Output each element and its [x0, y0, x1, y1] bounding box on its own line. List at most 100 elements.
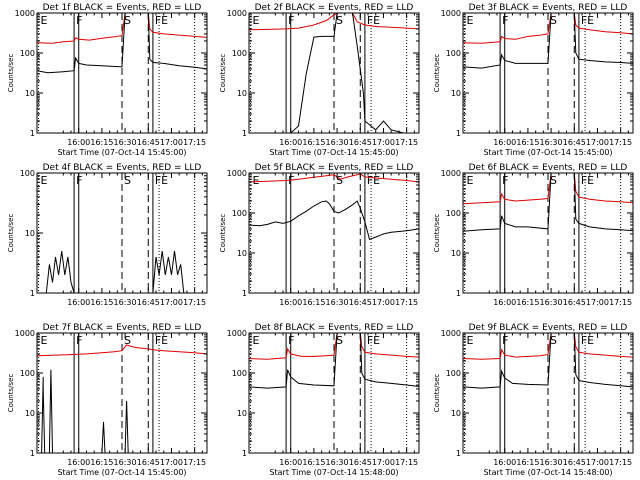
x-tick-label: 17:15 [609, 458, 632, 467]
series-events-line [249, 200, 419, 240]
event-marker-label: S [124, 174, 131, 187]
x-tick-label: 17:00 [372, 138, 395, 147]
x-tick-label: 17:00 [372, 298, 395, 307]
x-tick-label: 16:30 [326, 458, 349, 467]
series-lld-line [249, 333, 419, 360]
x-tick-label: 16:30 [540, 298, 563, 307]
plot-frame [248, 172, 420, 294]
event-marker-label: F [367, 14, 373, 27]
x-tick-label: 16:00 [493, 458, 516, 467]
x-tick-label: 16:30 [540, 138, 563, 147]
x-tick-label: 17:15 [609, 138, 632, 147]
event-marker-label: F [502, 334, 508, 347]
event-marker-label: E [467, 334, 474, 347]
x-tick-label: 17:15 [395, 298, 418, 307]
event-marker-label: E [161, 174, 168, 187]
panel-title: Det 3f BLACK = Events, RED = LLD [469, 3, 628, 13]
panel-title: Det 5f BLACK = Events, RED = LLD [255, 163, 414, 173]
x-tick-label: 17:00 [160, 138, 183, 147]
x-tick-label: 16:30 [326, 298, 349, 307]
x-axis-label: Start Time (07-Oct-14 15:48:00) [269, 468, 398, 477]
y-tick-label: 1 [30, 129, 35, 138]
event-marker-label: S [336, 14, 343, 27]
y-tick-label: 1 [242, 449, 247, 458]
x-tick-label: 16:15 [90, 458, 113, 467]
x-tick-label: 16:00 [67, 138, 90, 147]
event-marker-label: E [41, 174, 48, 187]
panel-title: Det 9f BLACK = Events, RED = LLD [469, 323, 628, 333]
x-tick-label: 16:45 [563, 298, 586, 307]
x-axis-label: Start Time (07-Oct-14 15:45:00) [57, 468, 186, 477]
y-tick-label: 10 [25, 229, 35, 238]
y-axis-label: Counts/sec [7, 214, 15, 253]
x-tick-label: 16:45 [137, 298, 160, 307]
x-tick-label: 16:15 [516, 458, 539, 467]
y-axis-label: Counts/sec [219, 214, 227, 253]
event-marker-label: S [550, 14, 557, 27]
event-marker-label: F [367, 174, 373, 187]
x-tick-label: 17:15 [395, 138, 418, 147]
plot-frame [462, 332, 634, 454]
event-marker-label: S [336, 174, 343, 187]
series-events-line [249, 13, 419, 133]
x-tick-label: 17:15 [395, 458, 418, 467]
event-marker-label: E [373, 14, 380, 27]
plot-frame [248, 332, 420, 454]
x-tick-label: 16:30 [540, 458, 563, 467]
x-tick-label: 16:00 [279, 458, 302, 467]
y-tick-label: 1 [30, 289, 35, 298]
event-marker-label: F [76, 14, 82, 27]
x-axis-label: Start Time (07-Oct-14 15:48:00) [483, 468, 612, 477]
plot-frame [462, 12, 634, 134]
y-tick-label: 100 [446, 49, 461, 58]
x-tick-label: 16:45 [349, 138, 372, 147]
event-marker-label: F [502, 174, 508, 187]
event-marker-label: F [76, 334, 82, 347]
y-axis-label: Counts/sec [219, 54, 227, 93]
x-tick-label: 17:00 [586, 458, 609, 467]
series-lld-line [249, 13, 419, 31]
event-marker-label: F [581, 14, 587, 27]
y-axis-label: Counts/sec [433, 374, 441, 413]
panel-title: Det 1f BLACK = Events, RED = LLD [43, 3, 202, 13]
event-marker-label: E [373, 334, 380, 347]
x-tick-label: 16:00 [279, 138, 302, 147]
x-tick-label: 16:45 [137, 138, 160, 147]
y-tick-label: 100 [20, 369, 35, 378]
y-tick-label: 10 [451, 249, 461, 258]
series-events-line [249, 333, 419, 389]
y-tick-label: 1000 [227, 329, 247, 338]
y-tick-label: 10 [451, 89, 461, 98]
x-axis-label: Start Time (07-Oct-14 15:45:00) [483, 148, 612, 157]
x-tick-label: 17:00 [586, 138, 609, 147]
x-tick-label: 17:15 [609, 298, 632, 307]
y-tick-label: 1 [456, 129, 461, 138]
series-lld-line [249, 173, 419, 183]
panel-title: Det 7f BLACK = Events, RED = LLD [43, 323, 202, 333]
x-tick-label: 17:00 [586, 298, 609, 307]
x-tick-label: 16:15 [516, 138, 539, 147]
event-marker-label: E [253, 14, 260, 27]
y-tick-label: 100 [20, 169, 35, 178]
series-lld-line [463, 333, 633, 360]
series-events-line [463, 173, 633, 232]
event-marker-label: S [550, 334, 557, 347]
event-marker-label: F [155, 334, 161, 347]
y-axis-label: Counts/sec [7, 54, 15, 93]
series-lld-line [463, 173, 633, 205]
event-marker-label: E [587, 334, 594, 347]
x-axis-label: Start Time (07-Oct-14 15:45:00) [269, 148, 398, 157]
event-marker-label: F [288, 14, 294, 27]
y-tick-label: 100 [232, 369, 247, 378]
series-events-line [37, 251, 185, 293]
y-tick-label: 1000 [441, 329, 461, 338]
y-tick-label: 100 [20, 49, 35, 58]
x-tick-label: 16:15 [302, 138, 325, 147]
series-lld-line [463, 13, 633, 44]
x-tick-label: 16:45 [563, 458, 586, 467]
